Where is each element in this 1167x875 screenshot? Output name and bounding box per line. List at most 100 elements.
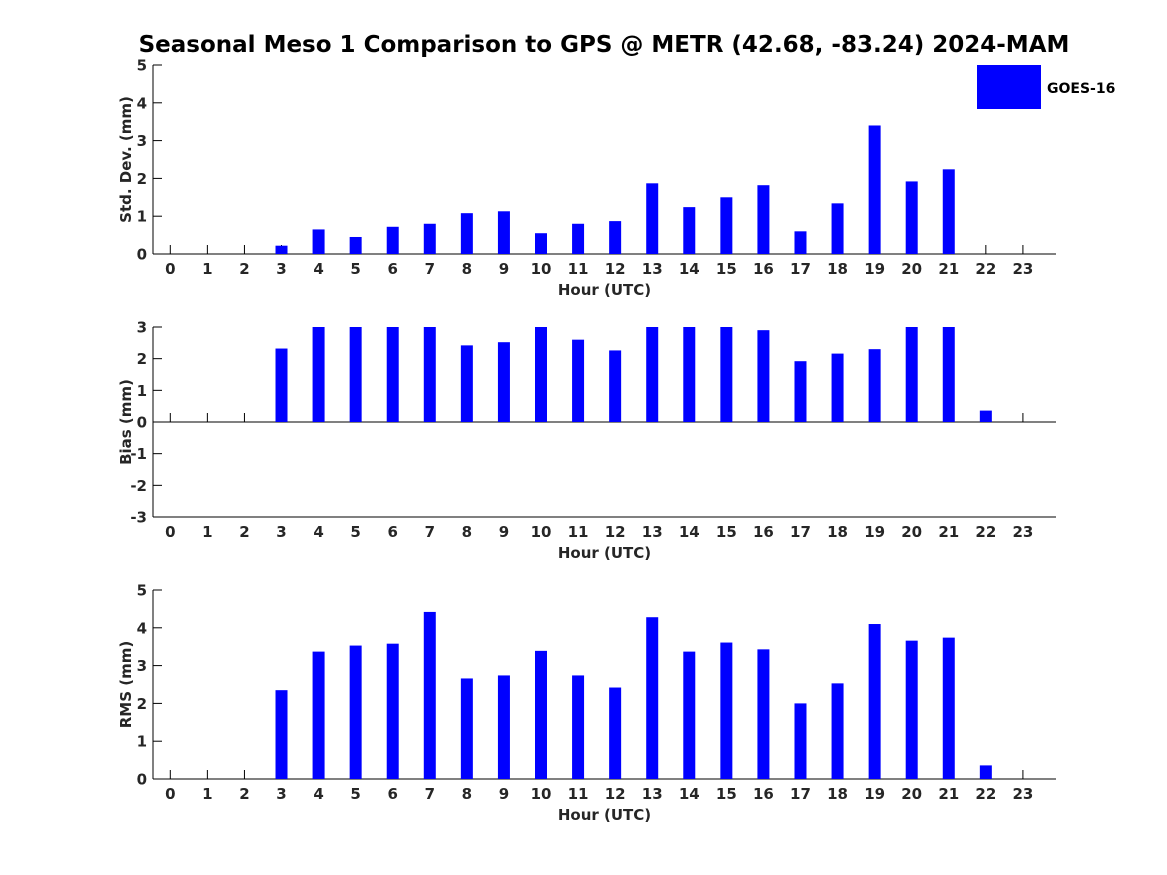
x-tick-label: 7 [425, 523, 435, 541]
bar [572, 223, 585, 254]
x-tick-label: 21 [938, 523, 959, 541]
x-tick-label: 3 [276, 523, 286, 541]
bar [646, 183, 659, 254]
x-tick-label: 11 [568, 260, 589, 278]
x-tick-label: 8 [462, 523, 472, 541]
y-tick-label: 5 [137, 57, 147, 75]
x-tick-label: 20 [901, 260, 922, 278]
x-tick-label: 4 [313, 523, 323, 541]
bar [794, 703, 807, 779]
bar [794, 361, 807, 422]
bar [831, 683, 844, 779]
x-axis-label: Hour (UTC) [558, 806, 651, 824]
y-tick-label: 4 [137, 94, 147, 112]
bar [646, 617, 659, 779]
bar [275, 690, 288, 779]
x-tick-label: 18 [827, 785, 848, 803]
x-tick-label: 9 [499, 785, 509, 803]
y-tick-label: -3 [130, 509, 147, 527]
bar [979, 410, 992, 422]
x-tick-label: 16 [753, 785, 774, 803]
bar [349, 645, 362, 779]
bar [423, 327, 436, 422]
bar [609, 221, 622, 254]
x-tick-label: 14 [679, 785, 700, 803]
x-tick-label: 8 [462, 785, 472, 803]
bar [423, 611, 436, 779]
x-tick-label: 0 [165, 785, 175, 803]
x-tick-label: 11 [568, 523, 589, 541]
x-tick-label: 15 [716, 785, 737, 803]
x-tick-label: 7 [425, 785, 435, 803]
x-tick-label: 23 [1012, 260, 1033, 278]
y-tick-label: 2 [137, 170, 147, 188]
x-tick-label: 1 [202, 523, 212, 541]
x-tick-label: 10 [531, 785, 552, 803]
bar [942, 169, 955, 254]
bar [979, 765, 992, 779]
bar [312, 229, 325, 254]
x-tick-label: 8 [462, 260, 472, 278]
y-tick-label: 0 [137, 771, 147, 789]
bar [757, 330, 770, 422]
bar [423, 223, 436, 254]
bar [497, 342, 510, 422]
x-tick-label: 23 [1012, 523, 1033, 541]
bar [942, 327, 955, 422]
bar [720, 197, 733, 254]
x-tick-label: 14 [679, 260, 700, 278]
x-tick-label: 5 [350, 785, 360, 803]
y-tick-label: 2 [137, 695, 147, 713]
x-tick-label: 22 [975, 260, 996, 278]
bar [609, 350, 622, 422]
bar [646, 327, 659, 422]
bar [942, 637, 955, 779]
x-tick-label: 22 [975, 523, 996, 541]
x-tick-label: 0 [165, 260, 175, 278]
x-tick-label: 16 [753, 523, 774, 541]
bar [720, 642, 733, 779]
x-tick-label: 17 [790, 260, 811, 278]
x-tick-label: 6 [388, 785, 398, 803]
x-tick-label: 7 [425, 260, 435, 278]
x-tick-label: 2 [239, 523, 249, 541]
x-tick-label: 10 [531, 260, 552, 278]
x-tick-label: 11 [568, 785, 589, 803]
bar [460, 213, 473, 254]
x-tick-label: 20 [901, 785, 922, 803]
y-tick-label: 5 [137, 582, 147, 600]
bar [905, 327, 918, 422]
bar [386, 226, 399, 254]
x-tick-label: 21 [938, 785, 959, 803]
bar [683, 207, 696, 254]
x-tick-label: 17 [790, 785, 811, 803]
bar [868, 349, 881, 422]
bar [312, 651, 325, 779]
y-tick-label: 1 [137, 382, 147, 400]
bar [831, 203, 844, 254]
y-tick-label: -2 [130, 477, 147, 495]
bar [460, 678, 473, 779]
x-tick-label: 13 [642, 785, 663, 803]
y-tick-label: 2 [137, 350, 147, 368]
bar [572, 339, 585, 422]
x-tick-label: 4 [313, 260, 323, 278]
x-tick-label: 5 [350, 260, 360, 278]
x-axis-label: Hour (UTC) [558, 544, 651, 562]
x-tick-label: 0 [165, 523, 175, 541]
bar [275, 245, 288, 254]
x-tick-label: 16 [753, 260, 774, 278]
x-tick-label: 17 [790, 523, 811, 541]
bar [609, 687, 622, 779]
y-axis-label: Std. Dev. (mm) [117, 96, 135, 223]
bar [275, 348, 288, 422]
y-tick-label: 3 [137, 319, 147, 337]
x-tick-label: 10 [531, 523, 552, 541]
bar [868, 624, 881, 779]
x-tick-label: 2 [239, 260, 249, 278]
x-tick-label: 6 [388, 260, 398, 278]
x-tick-label: 12 [605, 260, 626, 278]
